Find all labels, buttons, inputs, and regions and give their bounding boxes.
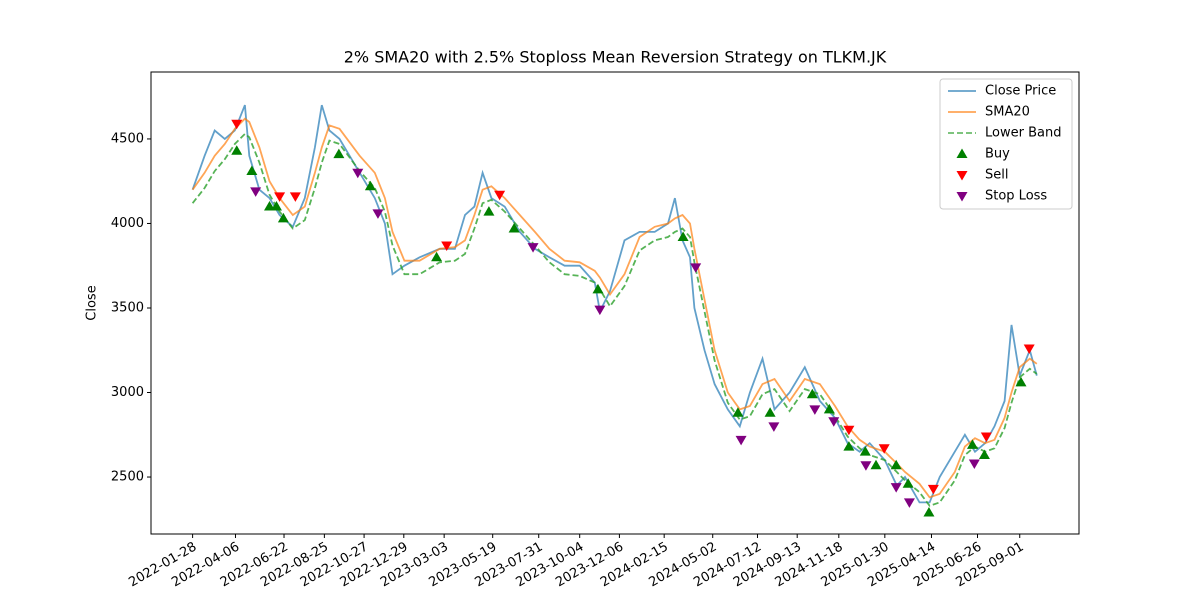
marker — [927, 484, 939, 495]
marker — [270, 201, 282, 211]
line — [191, 132, 1038, 507]
marker — [768, 422, 780, 432]
marker — [828, 417, 840, 427]
marker — [231, 119, 243, 130]
line — [191, 104, 1038, 504]
marker — [859, 446, 871, 456]
marker — [843, 425, 855, 436]
marker — [764, 407, 776, 417]
marker — [594, 305, 606, 316]
marker — [809, 405, 821, 415]
y-tick-label: 3500 — [111, 300, 144, 315]
plot-frame — [150, 71, 1080, 535]
marker — [333, 148, 345, 159]
marker — [870, 459, 882, 470]
marker — [860, 461, 872, 471]
marker — [246, 165, 258, 176]
marker — [823, 403, 835, 414]
marker — [364, 180, 376, 191]
marker — [980, 432, 992, 442]
marker — [1023, 344, 1035, 355]
marker — [732, 407, 744, 417]
marker — [352, 168, 364, 179]
marker — [372, 209, 384, 219]
marker — [527, 243, 539, 253]
legend-label: Close Price — [985, 84, 1056, 99]
marker — [508, 223, 520, 233]
marker — [890, 459, 902, 470]
marker — [966, 439, 978, 449]
legend-swatch — [956, 171, 968, 181]
marker — [494, 190, 506, 201]
marker — [483, 206, 495, 216]
y-tick-label: 3000 — [111, 385, 144, 400]
marker — [677, 231, 689, 241]
line — [191, 117, 1038, 499]
legend-label: Sell — [985, 168, 1008, 183]
marker — [878, 444, 890, 454]
marker — [231, 145, 243, 155]
marker — [968, 459, 980, 470]
legend-swatch — [956, 192, 968, 202]
marker — [431, 251, 443, 262]
legend-swatch — [956, 148, 968, 158]
marker — [264, 201, 276, 211]
y-axis-label: Close — [85, 285, 100, 320]
marker — [289, 192, 301, 202]
legend: Close Price SMA20 Lower Band Buy Sell Stop Lo… — [939, 78, 1073, 210]
marker — [274, 192, 286, 202]
marker — [250, 187, 262, 197]
legend-label: SMA20 — [985, 105, 1030, 120]
marker — [902, 478, 914, 488]
marker — [843, 441, 855, 451]
marker — [903, 498, 915, 508]
legend-label: Lower Band — [985, 126, 1061, 141]
marker — [277, 212, 289, 223]
marker — [923, 507, 935, 517]
marker — [690, 263, 702, 273]
y-tick-label: 2500 — [111, 470, 144, 485]
legend-label: Buy — [985, 147, 1010, 162]
chart-title: 2% SMA20 with 2.5% Stoploss Mean Reversi… — [344, 48, 887, 67]
marker — [1015, 376, 1027, 387]
y-tick-label: 4000 — [111, 216, 144, 231]
marker — [978, 449, 990, 460]
marker — [890, 483, 902, 493]
marker — [441, 241, 453, 251]
marker — [592, 283, 604, 294]
marker — [806, 388, 818, 399]
legend-label: Stop Loss — [985, 189, 1047, 204]
y-tick-label: 4500 — [111, 131, 144, 146]
marker — [735, 435, 747, 446]
